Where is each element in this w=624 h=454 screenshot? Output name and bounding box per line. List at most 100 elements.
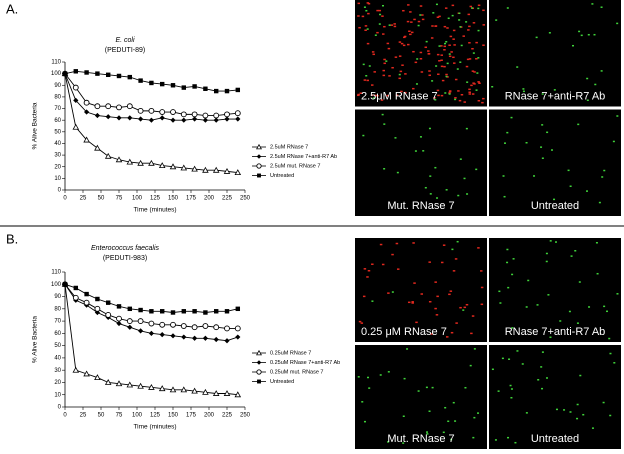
legend-label: 2.5uM RNase 7+anti-R7 Ab: [270, 154, 337, 160]
cell: [456, 68, 459, 70]
cell: [537, 379, 540, 381]
cell: [569, 185, 572, 187]
cell: [415, 83, 418, 85]
cell: [400, 42, 404, 45]
cell: [571, 44, 574, 47]
cell: [407, 301, 411, 304]
cell: [507, 436, 510, 439]
cell: [460, 94, 464, 96]
marker: [223, 167, 231, 174]
marker: [180, 164, 188, 171]
cell: [396, 171, 399, 174]
micrograph: [489, 109, 621, 216]
cell: [464, 386, 467, 389]
marker: [138, 116, 144, 122]
marker: [95, 71, 100, 76]
cell: [587, 33, 590, 36]
cell: [378, 9, 381, 12]
cell: [422, 150, 425, 152]
marker: [213, 336, 219, 343]
micrograph: [355, 238, 487, 342]
cell: [363, 420, 366, 423]
cell: [468, 91, 471, 94]
cell: [459, 61, 462, 63]
cell: [616, 293, 619, 295]
image-caption: RNase 7+anti-R7 Ab: [505, 326, 606, 338]
cell: [421, 18, 425, 21]
cell: [367, 269, 371, 272]
x-axis-label: Time (minutes): [133, 424, 176, 431]
cell: [449, 35, 453, 38]
cell: [425, 40, 428, 43]
cell: [541, 157, 544, 159]
marker: [202, 166, 209, 173]
marker: [181, 117, 187, 123]
cell: [444, 42, 447, 45]
cell: [368, 387, 371, 389]
cell: [494, 439, 497, 441]
cell: [443, 25, 447, 28]
cell: [506, 248, 509, 251]
marker: [116, 73, 122, 79]
marker: [126, 103, 133, 110]
cell: [407, 4, 410, 6]
marker: [84, 109, 90, 115]
marker: [235, 116, 241, 122]
cell: [383, 62, 386, 65]
cell: [382, 69, 385, 72]
cell: [454, 98, 457, 101]
cell: [402, 44, 406, 47]
cell: [431, 25, 434, 27]
cell: [366, 79, 369, 82]
cell: [468, 25, 471, 28]
cell: [498, 290, 501, 293]
cell: [398, 55, 402, 57]
cell: [608, 337, 611, 340]
chart-subtitle: (PEDUTI-983): [103, 255, 147, 262]
cell: [367, 12, 370, 15]
marker: [181, 334, 187, 340]
cell: [596, 272, 599, 275]
cell: [437, 94, 440, 97]
cell: [398, 73, 401, 76]
marker: [212, 166, 220, 173]
cell: [381, 4, 384, 7]
cell: [525, 306, 528, 308]
cell: [568, 310, 571, 313]
cell: [549, 240, 552, 242]
cell: [466, 81, 469, 83]
marker: [94, 103, 101, 110]
cell: [436, 16, 440, 18]
cell: [555, 408, 558, 411]
cell: [417, 20, 421, 23]
cell: [445, 73, 448, 76]
marker: [234, 325, 241, 332]
cell: [382, 74, 386, 77]
cell: [358, 26, 361, 29]
legend-label: 0.25uM mut. RNase 7: [270, 369, 324, 375]
cell: [445, 336, 449, 338]
x-tick-label: 125: [150, 413, 161, 419]
cell: [457, 194, 460, 197]
cell: [606, 310, 609, 313]
cell: [386, 42, 390, 45]
y-axis-label: % Alive Bacteria: [32, 316, 39, 363]
cell: [516, 66, 519, 68]
cell: [472, 436, 475, 439]
cell: [609, 414, 612, 417]
marker: [181, 309, 187, 314]
cell: [448, 44, 451, 46]
cell: [514, 441, 517, 444]
cell: [466, 193, 469, 195]
marker: [224, 309, 230, 314]
x-tick-label: 100: [132, 413, 143, 419]
panel-label: A.: [6, 1, 18, 16]
cell: [465, 21, 468, 23]
cell: [503, 195, 506, 198]
cell: [408, 30, 411, 33]
marker: [94, 112, 100, 119]
cell: [451, 14, 454, 17]
marker: [116, 315, 122, 322]
cell: [585, 190, 588, 192]
cell: [361, 15, 365, 18]
